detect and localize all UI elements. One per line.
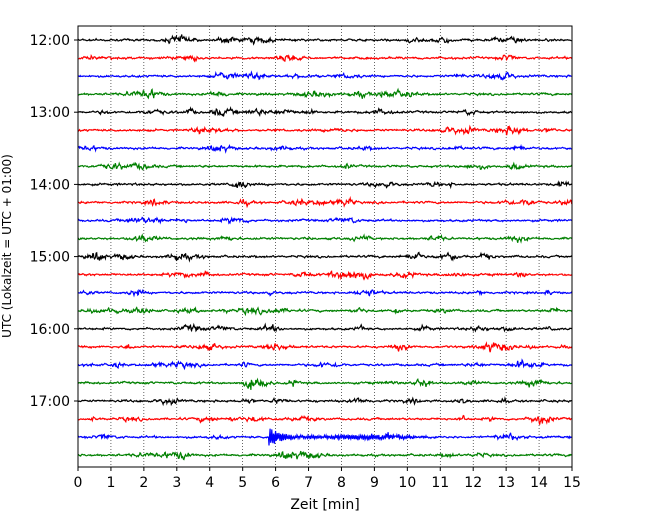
x-tick-label: 15 [563,475,581,491]
y-tick-label: 14:00 [30,177,70,193]
trace-line-1200 [77,34,573,46]
axis-ticks: 0 1 2 3 4 5 6 7 8 9 10 11 12 13 14 1512:0013:0014:0015:… [30,33,581,491]
trace-line-1730 [77,428,573,446]
x-tick-label: 10 [398,475,416,491]
trace-line-1515 [77,270,573,281]
trace-line-1430 [77,216,573,225]
trace-line-1545 [77,306,573,317]
trace-line-1215 [77,53,573,63]
trace-series [77,34,573,461]
x-tick-label: 7 [304,475,313,491]
x-tick-label: 9 [370,475,379,491]
trace-line-1700 [77,396,573,407]
y-tick-label: 16:00 [30,322,70,338]
trace-line-1630 [77,358,573,371]
trace-line-1715 [77,414,573,425]
x-tick-label: 5 [238,475,247,491]
x-axis-label: Zeit [min] [290,497,359,513]
trace-line-1345 [77,161,573,171]
plot-frame [77,25,573,468]
trace-line-1330 [77,143,573,154]
x-tick-label: 12 [464,475,482,491]
x-tick-label: 14 [530,475,548,491]
trace-line-1530 [77,288,573,298]
x-tick-label: 4 [205,475,214,491]
trace-line-1615 [77,341,573,353]
x-tick-label: 8 [337,475,346,491]
trace-line-1400 [77,180,573,190]
trace-line-1500 [77,251,573,263]
x-tick-label: 0 [74,475,83,491]
x-tick-label: 2 [139,475,148,491]
trace-line-1645 [77,377,573,390]
y-axis-label: UTC (Lokalzeit = UTC + 01:00) [0,154,14,338]
x-tick-label: 13 [497,475,515,491]
trace-line-1245 [77,87,573,100]
trace-line-1315 [77,124,573,136]
y-tick-label: 12:00 [30,33,70,49]
trace-line-1300 [77,105,573,118]
trace-line-1230 [77,70,573,81]
x-tick-label: 3 [172,475,181,491]
y-tick-label: 13:00 [30,105,70,121]
trace-line-1600 [77,322,573,333]
x-tick-label: 11 [431,475,449,491]
trace-line-1415 [77,195,573,209]
trace-line-1445 [77,233,573,244]
y-tick-label: 15:00 [30,250,70,266]
x-tick-label: 1 [106,475,115,491]
x-tick-label: 6 [271,475,280,491]
y-tick-label: 17:00 [30,394,70,410]
trace-line-1745 [77,450,573,461]
